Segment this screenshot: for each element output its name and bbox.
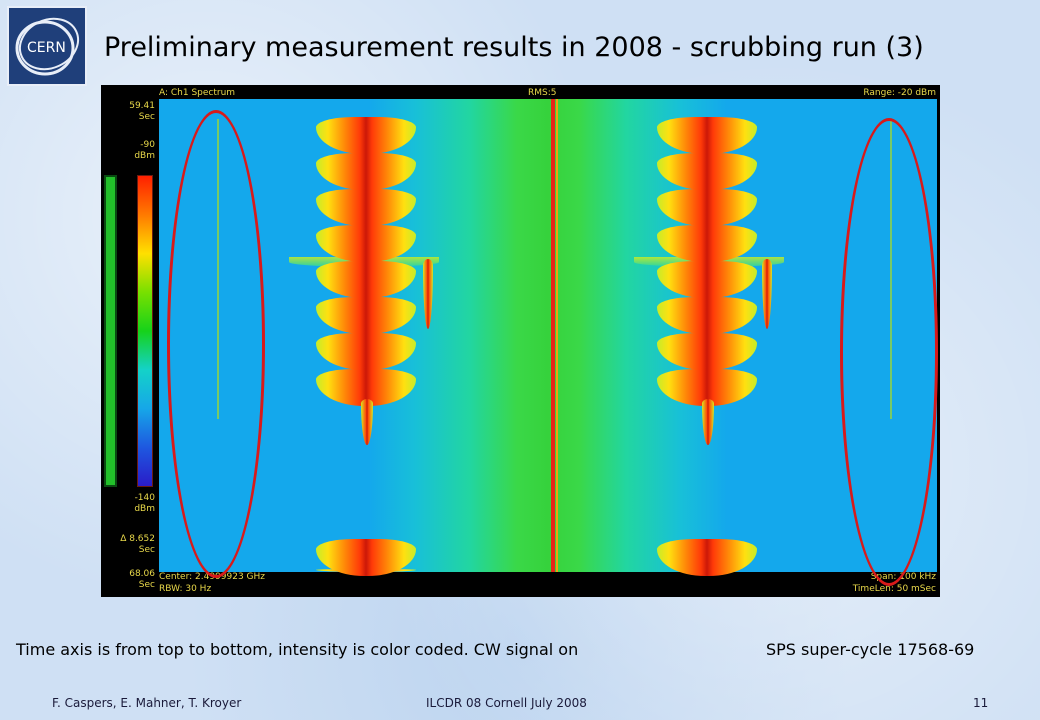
footer-event: ILCDR 08 Cornell July 2008 bbox=[426, 696, 587, 710]
super-cycle-caption: SPS super-cycle 17568-69 bbox=[766, 640, 975, 659]
delta-time-value: Δ 8.652 bbox=[120, 534, 155, 544]
cw-carrier-edge bbox=[556, 99, 558, 572]
caption-text: Time axis is from top to bottom, intensi… bbox=[16, 640, 579, 659]
time-bottom-value: 68.06 bbox=[129, 569, 155, 579]
rbw-label: RBW: 30 Hz bbox=[159, 584, 212, 594]
scale-bottom-unit: dBm bbox=[134, 504, 155, 514]
spectrogram bbox=[159, 99, 937, 576]
spectrum-analyzer-screen: A: Ch1 Spectrum RMS:5 Range: -20 dBm 59.… bbox=[101, 85, 940, 597]
analyzer-range-label: Range: -20 dBm bbox=[863, 88, 936, 98]
cern-logo-text: CERN bbox=[27, 40, 66, 56]
scale-top-unit: dBm bbox=[134, 151, 155, 161]
cern-logo: CERN bbox=[7, 6, 87, 86]
sideband-left-tail bbox=[361, 399, 373, 445]
slide-title: Preliminary measurement results in 2008 … bbox=[104, 32, 924, 63]
time-top-unit: Sec bbox=[138, 112, 155, 122]
scale-top-value: -90 bbox=[140, 140, 155, 150]
page-number: 11 bbox=[973, 696, 989, 710]
time-top-value: 59.41 bbox=[129, 101, 155, 111]
spectrogram-center-band bbox=[159, 99, 937, 572]
analyzer-rms-label: RMS:5 bbox=[528, 88, 557, 98]
time-bottom-unit: Sec bbox=[138, 580, 155, 590]
delta-time-unit: Sec bbox=[138, 545, 155, 555]
sideband-right-tail bbox=[702, 399, 714, 445]
timelen-label: TimeLen: 50 mSec bbox=[852, 584, 936, 594]
scale-bottom-value: -140 bbox=[134, 493, 155, 503]
signal-level-bar bbox=[104, 175, 117, 487]
cern-logo-graphic: CERN bbox=[15, 17, 80, 76]
cw-carrier-line bbox=[551, 99, 555, 572]
highlight-ellipse-left bbox=[167, 110, 265, 578]
sideband-right-spur bbox=[762, 259, 772, 329]
span-label: Span: 100 kHz bbox=[870, 572, 936, 582]
footer-authors: F. Caspers, E. Mahner, T. Kroyer bbox=[52, 696, 242, 710]
sideband-left-spur bbox=[423, 259, 433, 329]
intensity-color-scale bbox=[137, 175, 153, 487]
analyzer-trace-label: A: Ch1 Spectrum bbox=[159, 88, 236, 98]
sideband-left-burst bbox=[316, 569, 416, 572]
highlight-ellipse-right bbox=[840, 118, 938, 586]
